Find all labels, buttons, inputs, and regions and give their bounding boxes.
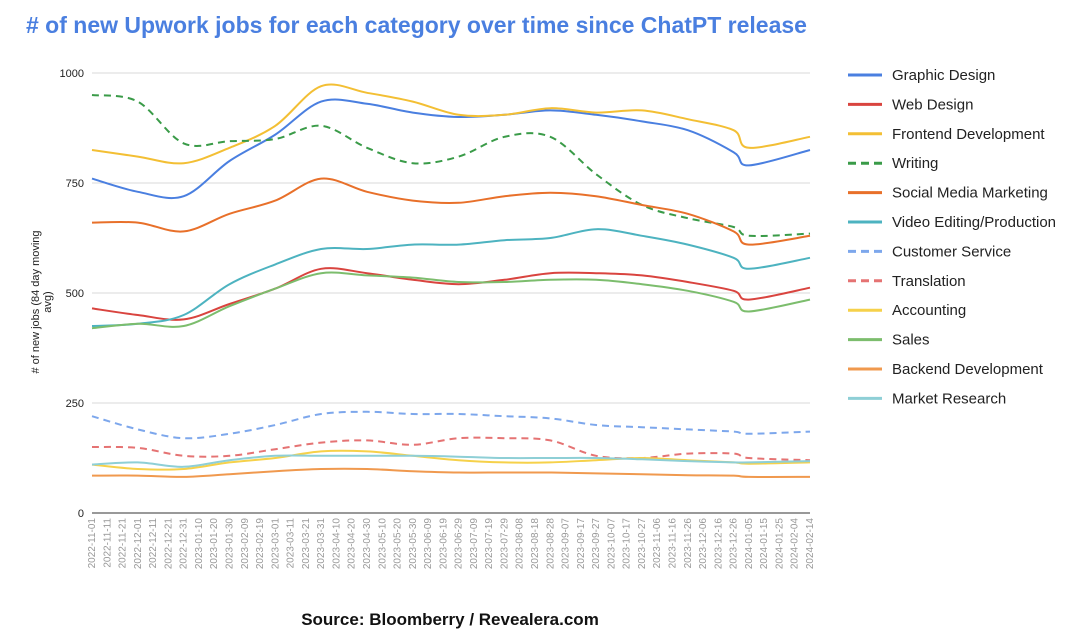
series-line-0 bbox=[91, 98, 811, 200]
series-line-7 bbox=[91, 436, 811, 462]
x-tick-label: 2023-03-21 bbox=[301, 518, 312, 570]
series-lines bbox=[91, 83, 811, 478]
legend-label: Sales bbox=[892, 332, 930, 349]
x-tick-label: 2023-08-08 bbox=[515, 518, 526, 570]
x-tick-label: 2023-08-18 bbox=[530, 518, 541, 570]
x-tick-label: 2023-01-30 bbox=[224, 518, 235, 570]
x-tick-label: 2024-01-15 bbox=[759, 518, 770, 570]
x-tick-label: 2023-04-10 bbox=[331, 518, 342, 570]
y-tick-label: 750 bbox=[66, 178, 84, 190]
x-tick-label: 2023-09-27 bbox=[591, 518, 602, 570]
legend: Graphic Design Web Design Frontend Develop… bbox=[848, 67, 1056, 407]
x-tick-label: 2023-12-06 bbox=[698, 518, 709, 570]
x-tick-label: 2024-01-05 bbox=[744, 518, 755, 570]
x-tick-label: 2023-03-11 bbox=[286, 518, 297, 569]
x-tick-label: 2023-12-16 bbox=[713, 518, 724, 570]
x-tick-label: 2023-01-10 bbox=[194, 518, 205, 570]
legend-label: Graphic Design bbox=[892, 67, 995, 84]
x-tick-label: 2023-02-09 bbox=[240, 518, 251, 570]
legend-label: Web Design bbox=[892, 96, 973, 113]
series-line-4 bbox=[91, 177, 811, 246]
series-line-11 bbox=[91, 454, 811, 468]
x-tick-label: 2024-01-25 bbox=[774, 518, 785, 570]
x-tick-label: 2023-04-20 bbox=[347, 518, 358, 570]
x-tick-label: 2023-06-29 bbox=[454, 518, 465, 570]
legend-label: Accounting bbox=[892, 302, 966, 319]
x-tick-label: 2023-07-19 bbox=[484, 518, 495, 570]
series-line-1 bbox=[91, 267, 811, 321]
x-tick-label: 2023-10-17 bbox=[622, 518, 633, 570]
series-line-3 bbox=[91, 94, 811, 238]
x-tick-label: 2023-06-19 bbox=[438, 518, 449, 570]
x-tick-label: 2022-11-11 bbox=[102, 518, 113, 568]
x-tick-label: 2022-12-31 bbox=[179, 518, 190, 570]
legend-label: Video Editing/Production bbox=[892, 214, 1056, 231]
x-tick-label: 2023-11-06 bbox=[652, 518, 663, 569]
x-tick-label: 2023-05-30 bbox=[408, 518, 419, 570]
source-note: Source: Bloomberry / Revealera.com bbox=[301, 610, 599, 629]
x-tick-label: 2023-07-29 bbox=[499, 518, 510, 570]
gridlines bbox=[92, 72, 810, 514]
x-tick-label: 2023-06-09 bbox=[423, 518, 434, 570]
x-tick-label: 2023-05-20 bbox=[393, 518, 404, 570]
x-tick-label: 2023-01-20 bbox=[209, 518, 220, 570]
x-tick-label: 2022-12-11 bbox=[148, 518, 159, 569]
legend-label: Writing bbox=[892, 155, 938, 172]
x-tick-label: 2023-11-16 bbox=[668, 518, 679, 569]
y-tick-label: 1000 bbox=[60, 68, 84, 80]
x-tick-label: 2022-11-21 bbox=[118, 518, 129, 569]
x-tick-label: 2023-07-09 bbox=[469, 518, 480, 570]
x-tick-label: 2023-10-07 bbox=[606, 518, 617, 570]
x-tick-label: 2023-04-30 bbox=[362, 518, 373, 570]
x-tick-label: 2023-09-07 bbox=[561, 518, 572, 570]
y-tick-label: 250 bbox=[66, 398, 84, 410]
x-tick-label: 2023-03-01 bbox=[270, 518, 281, 570]
y-tick-label: 500 bbox=[66, 288, 84, 300]
x-tick-label: 2024-02-04 bbox=[790, 518, 801, 570]
x-tick-label: 2023-12-26 bbox=[729, 518, 740, 570]
x-tick-label: 2022-12-21 bbox=[163, 518, 174, 570]
legend-label: Customer Service bbox=[892, 243, 1011, 260]
x-axis-ticks: 2022-11-01 2022-11-11 2022-11-21 2022-12-01… bbox=[87, 518, 816, 570]
x-tick-label: 2023-03-31 bbox=[316, 518, 327, 570]
x-tick-label: 2023-09-17 bbox=[576, 518, 587, 570]
x-tick-label: 2022-12-01 bbox=[133, 518, 144, 570]
x-tick-label: 2023-08-28 bbox=[545, 518, 556, 570]
legend-label: Translation bbox=[892, 273, 966, 290]
y-axis-ticks: 0 250 500 750 1000 bbox=[60, 68, 84, 520]
legend-label: Market Research bbox=[892, 390, 1006, 407]
series-line-9 bbox=[91, 271, 811, 330]
x-tick-label: 2023-11-26 bbox=[683, 518, 694, 569]
x-tick-label: 2024-02-14 bbox=[805, 518, 816, 570]
chart-title: # of new Upwork jobs for each category o… bbox=[26, 12, 807, 38]
y-tick-label: 0 bbox=[78, 508, 84, 520]
x-tick-label: 2022-11-01 bbox=[87, 518, 98, 569]
series-line-2 bbox=[91, 83, 811, 165]
series-line-10 bbox=[91, 467, 811, 478]
legend-label: Backend Development bbox=[892, 361, 1044, 378]
x-tick-label: 2023-05-10 bbox=[377, 518, 388, 570]
x-tick-label: 2023-02-19 bbox=[255, 518, 266, 570]
legend-label: Social Media Marketing bbox=[892, 185, 1048, 202]
legend-label: Frontend Development bbox=[892, 126, 1045, 143]
series-line-6 bbox=[91, 410, 811, 440]
x-tick-label: 2023-10-27 bbox=[637, 518, 648, 570]
series-line-5 bbox=[91, 228, 811, 327]
